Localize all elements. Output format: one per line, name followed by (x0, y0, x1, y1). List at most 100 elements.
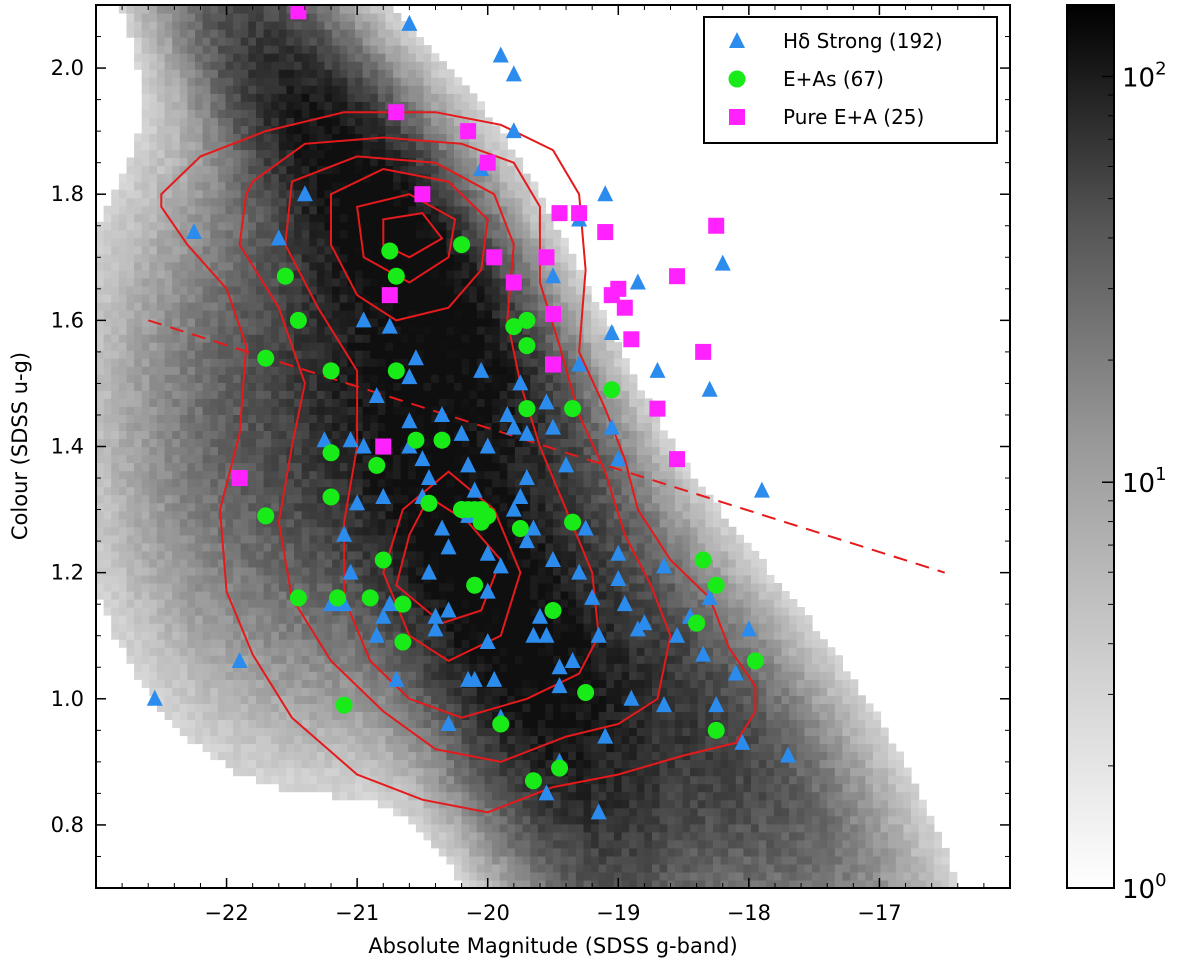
density-cell (316, 269, 326, 279)
density-cell (233, 5, 242, 14)
density-cell (156, 253, 166, 263)
density-cell (301, 542, 310, 552)
density-cell (141, 53, 150, 62)
density-cell (271, 61, 280, 70)
density-cell (134, 318, 143, 327)
density-cell (423, 711, 432, 720)
density-cell (332, 229, 341, 239)
density-cell (339, 181, 348, 191)
density-cell (446, 759, 455, 769)
density-cell (156, 366, 166, 375)
density-cell (461, 165, 470, 175)
density-cell (309, 687, 318, 696)
density-cell (469, 566, 478, 576)
density-cell (431, 542, 440, 552)
density-cell (111, 574, 120, 584)
density-cell (286, 53, 295, 62)
density-cell (294, 446, 303, 456)
density-cell (179, 157, 188, 167)
density-cell (233, 767, 242, 777)
density-cell (149, 462, 158, 472)
density-cell (179, 446, 188, 456)
density-cell (347, 398, 356, 407)
density-cell (96, 438, 105, 448)
density-cell (263, 775, 272, 785)
density-cell (263, 229, 272, 239)
density-cell (278, 350, 287, 359)
density-cell (370, 21, 379, 30)
density-cell (210, 534, 219, 544)
density-cell (217, 406, 227, 415)
density-cell (263, 703, 272, 712)
density-cell (377, 390, 386, 399)
density-cell (446, 574, 455, 584)
density-cell (156, 607, 166, 616)
density-cell (332, 631, 341, 640)
density-cell (469, 382, 478, 391)
density-cell (492, 623, 501, 632)
density-cell (370, 294, 379, 303)
density-cell (179, 326, 188, 335)
density-cell (240, 679, 249, 688)
density-cell (187, 599, 196, 608)
density-cell (248, 655, 257, 664)
density-cell (210, 422, 219, 431)
density-cell (309, 599, 318, 608)
density-cell (294, 189, 303, 199)
density-cell (256, 719, 265, 728)
density-cell (347, 711, 356, 720)
density-cell (172, 390, 181, 399)
density-cell (240, 133, 249, 142)
density-cell (400, 711, 409, 720)
density-cell (187, 390, 196, 399)
density-cell (324, 382, 333, 391)
density-cell (149, 189, 158, 199)
density-cell (476, 213, 485, 223)
density-cell (492, 583, 501, 592)
density-cell (408, 29, 417, 38)
density-cell (271, 229, 280, 239)
density-cell (431, 534, 440, 544)
density-cell (492, 558, 501, 568)
density-cell (134, 502, 143, 512)
density-cell (484, 839, 493, 849)
density-cell (393, 647, 402, 656)
density-cell (492, 326, 501, 335)
density-cell (233, 414, 242, 423)
density-cell (309, 422, 318, 431)
density-cell (271, 253, 280, 263)
density-cell (316, 13, 326, 22)
density-cell (431, 382, 440, 391)
density-cell (126, 494, 135, 504)
density-cell (309, 310, 318, 319)
density-cell (400, 695, 409, 704)
density-cell (469, 719, 478, 728)
density-cell (469, 342, 478, 351)
density-cell (202, 117, 211, 126)
density-cell (156, 574, 166, 584)
density-cell (400, 494, 409, 504)
density-cell (271, 478, 280, 488)
density-cell (370, 149, 379, 159)
density-cell (164, 125, 173, 134)
density-cell (309, 534, 318, 544)
density-cell (324, 93, 333, 102)
density-cell (210, 599, 219, 608)
density-cell (415, 125, 425, 134)
density-cell (355, 302, 364, 311)
density-cell (217, 502, 227, 512)
density-cell (134, 374, 143, 383)
density-cell (96, 422, 105, 431)
density-cell (499, 133, 508, 142)
density-cell (195, 518, 204, 528)
density-cell (301, 655, 310, 664)
density-cell (164, 599, 173, 608)
density-cell (423, 125, 432, 134)
density-cell (393, 125, 402, 134)
density-cell (240, 101, 249, 110)
density-cell (187, 157, 196, 167)
density-cell (431, 181, 440, 191)
density-cell (324, 663, 333, 672)
density-cell (134, 197, 143, 207)
density-cell (149, 350, 158, 359)
